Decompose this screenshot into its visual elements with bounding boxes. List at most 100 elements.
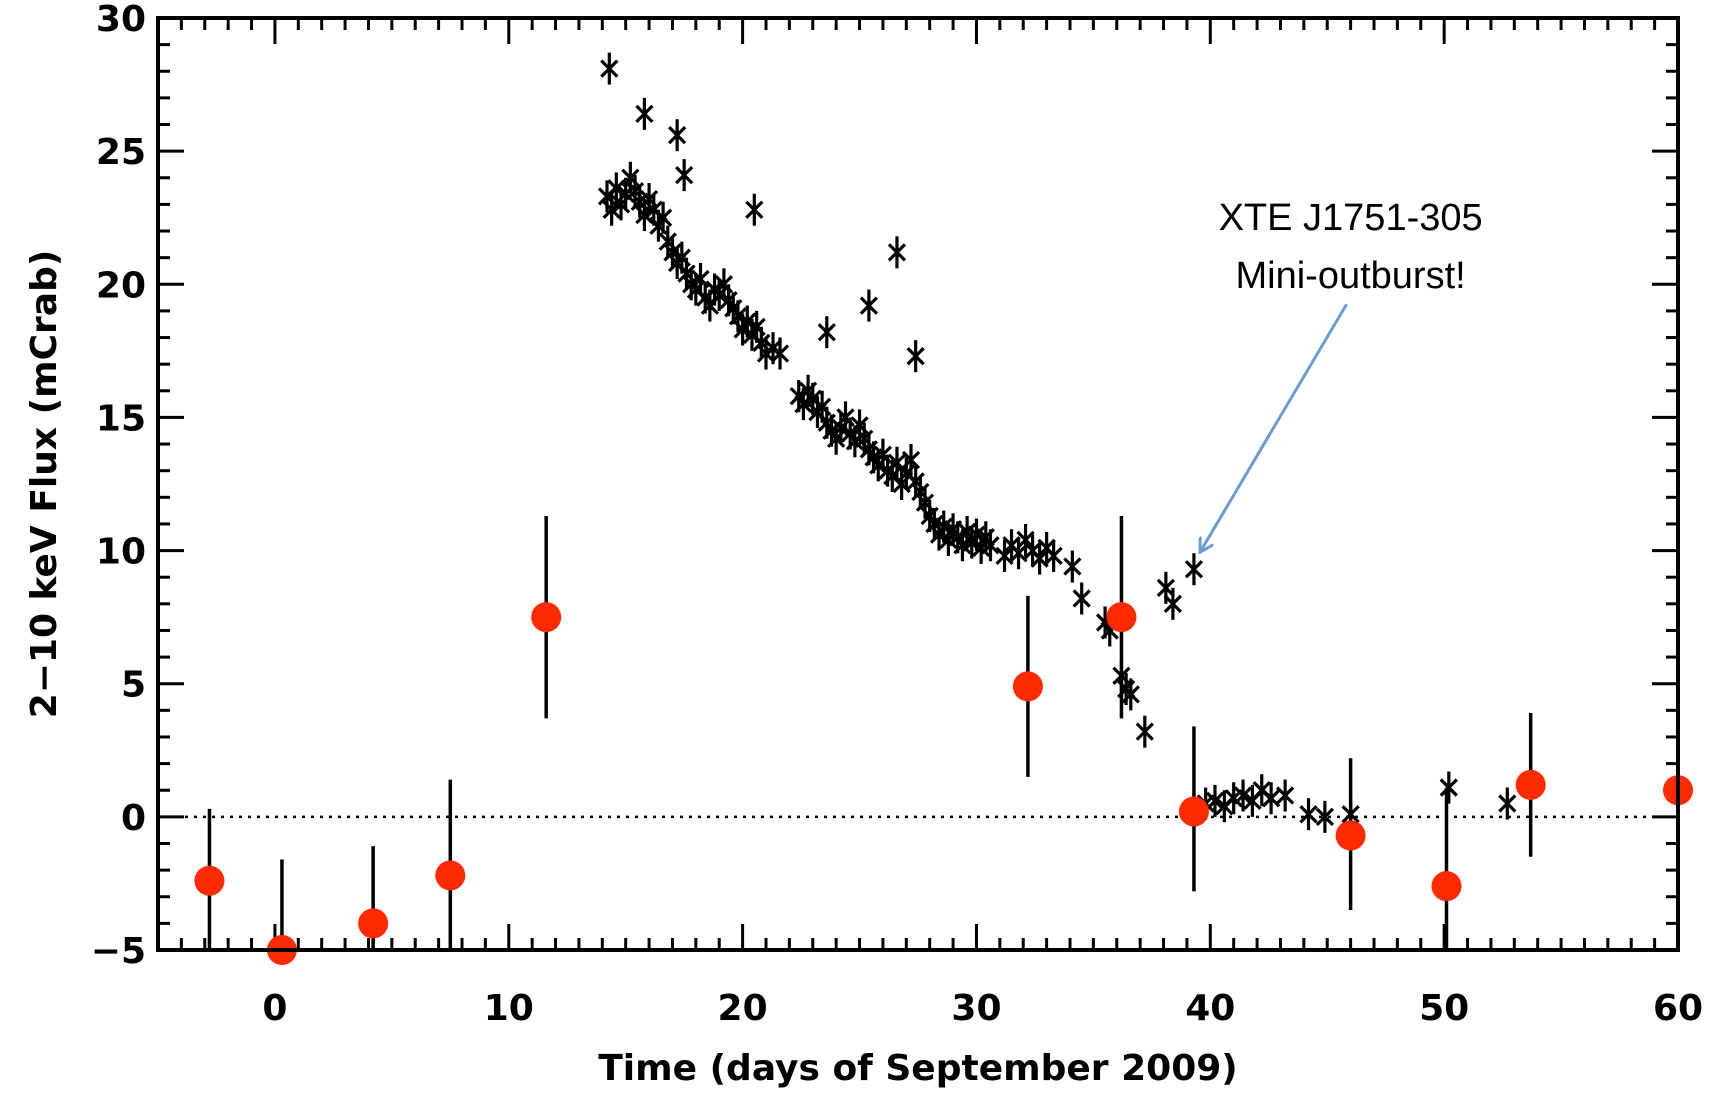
asterisk-stroke bbox=[1044, 546, 1063, 566]
annotation-line-1: XTE J1751-305 bbox=[1219, 197, 1483, 239]
red-point bbox=[1431, 871, 1462, 902]
asterisk-stroke bbox=[644, 200, 663, 219]
asterisk-stroke bbox=[1498, 794, 1517, 813]
red-point bbox=[194, 865, 225, 896]
asterisk-stroke bbox=[817, 323, 836, 342]
asterisk-stroke bbox=[1163, 594, 1183, 613]
red-point bbox=[531, 602, 562, 633]
annotation-arrow bbox=[1201, 303, 1348, 550]
black-asterisk-point bbox=[1121, 678, 1140, 711]
asterisk-stroke bbox=[1252, 781, 1271, 800]
x-tick-label: 10 bbox=[484, 988, 534, 1029]
asterisk-stroke bbox=[901, 450, 921, 470]
asterisk-stroke bbox=[668, 126, 687, 145]
x-tick-label: 40 bbox=[1185, 988, 1235, 1029]
black-asterisk-point bbox=[817, 316, 836, 349]
asterisk-stroke bbox=[600, 59, 619, 78]
asterisk-stroke bbox=[906, 347, 925, 366]
black-asterisk-point bbox=[887, 236, 907, 269]
asterisk-stroke bbox=[836, 408, 855, 427]
asterisk-stroke bbox=[621, 168, 640, 187]
black-asterisk-point bbox=[1184, 553, 1204, 586]
black-asterisk-point bbox=[1063, 550, 1082, 583]
asterisk-stroke bbox=[1063, 557, 1082, 576]
plot-frame bbox=[156, 16, 1680, 952]
black-asterisk-point bbox=[600, 52, 619, 85]
red-point bbox=[435, 860, 466, 891]
asterisk-stroke bbox=[1184, 560, 1204, 579]
black-asterisk-point bbox=[1135, 715, 1154, 748]
y-axis-label: 2−10 keV Flux (mCrab) bbox=[24, 250, 65, 719]
red-point bbox=[1515, 769, 1546, 800]
asterisk-stroke bbox=[745, 200, 764, 219]
red-point bbox=[1012, 671, 1043, 702]
black-asterisk-point bbox=[1030, 542, 1049, 575]
asterisk-stroke bbox=[675, 165, 694, 185]
black-asterisk-point bbox=[653, 201, 673, 234]
asterisk-stroke bbox=[915, 493, 935, 512]
red-point bbox=[358, 908, 389, 939]
asterisk-stroke bbox=[728, 307, 748, 326]
y-tick-label: 20 bbox=[96, 265, 146, 306]
black-asterisk-point bbox=[1044, 539, 1063, 572]
black-asterisk-point bbox=[906, 340, 925, 373]
x-tick-label: 60 bbox=[1653, 988, 1703, 1029]
asterisk-stroke bbox=[873, 445, 893, 464]
asterisk-stroke bbox=[738, 312, 757, 331]
asterisk-stroke bbox=[635, 104, 654, 123]
x-tick-label: 30 bbox=[951, 988, 1001, 1029]
annotation-line-2: Mini-outburst! bbox=[1236, 255, 1466, 297]
asterisk-stroke bbox=[1016, 530, 1035, 550]
black-asterisk-point bbox=[859, 289, 879, 322]
asterisk-stroke bbox=[1233, 786, 1253, 805]
asterisk-stroke bbox=[1121, 685, 1140, 704]
red-point bbox=[1178, 796, 1209, 827]
asterisk-stroke bbox=[981, 536, 1000, 555]
black-asterisk-point bbox=[635, 97, 654, 130]
asterisk-stroke bbox=[850, 416, 869, 435]
asterisk-stroke bbox=[1315, 807, 1335, 826]
asterisk-stroke bbox=[967, 525, 986, 544]
asterisk-stroke bbox=[672, 248, 691, 267]
asterisk-stroke bbox=[1439, 778, 1458, 797]
black-asterisk-point bbox=[1072, 582, 1091, 615]
black-asterisk-point bbox=[1163, 587, 1183, 620]
black-asterisk-point bbox=[1315, 800, 1335, 833]
black-asterisk-point bbox=[745, 193, 764, 226]
black-series bbox=[597, 52, 1517, 833]
asterisk-stroke bbox=[887, 453, 907, 472]
y-tick-label: 30 bbox=[96, 0, 146, 40]
asterisk-stroke bbox=[1030, 549, 1049, 568]
y-tick-label: 15 bbox=[96, 398, 146, 439]
asterisk-stroke bbox=[1135, 722, 1154, 741]
y-tick-label: 25 bbox=[96, 132, 146, 173]
black-asterisk-point bbox=[675, 159, 694, 192]
asterisk-stroke bbox=[770, 344, 790, 363]
y-tick-label: 5 bbox=[121, 665, 146, 706]
tick-labels-layer: 0 10 20 30 40 50 60 −5 0 5 10 15 20 25 30 bbox=[91, 0, 1703, 1029]
x-axis-label: Time (days of September 2009) bbox=[598, 1048, 1238, 1089]
asterisk-stroke bbox=[714, 275, 734, 294]
x-tick-label: 20 bbox=[718, 988, 768, 1029]
black-asterisk-point bbox=[770, 337, 790, 370]
red-series bbox=[194, 515, 1693, 965]
asterisk-stroke bbox=[859, 296, 879, 315]
asterisk-stroke bbox=[1299, 805, 1318, 824]
asterisk-stroke bbox=[812, 397, 832, 416]
red-point bbox=[1335, 820, 1366, 851]
asterisk-stroke bbox=[1009, 544, 1028, 563]
black-asterisk-point bbox=[1276, 779, 1295, 812]
black-asterisk-point bbox=[995, 539, 1014, 572]
asterisk-stroke bbox=[1276, 786, 1295, 805]
black-asterisk-point bbox=[1016, 523, 1035, 556]
x-tick-label: 0 bbox=[262, 988, 287, 1029]
y-tick-label: 0 bbox=[121, 798, 146, 839]
black-asterisk-point bbox=[668, 119, 687, 152]
black-asterisk-point bbox=[1009, 537, 1028, 570]
black-asterisk-point bbox=[1439, 771, 1458, 804]
black-asterisk-point bbox=[1498, 787, 1517, 820]
asterisk-stroke bbox=[995, 546, 1014, 566]
black-asterisk-point bbox=[1261, 782, 1281, 815]
asterisk-stroke bbox=[934, 517, 953, 536]
asterisk-stroke bbox=[1261, 789, 1281, 808]
